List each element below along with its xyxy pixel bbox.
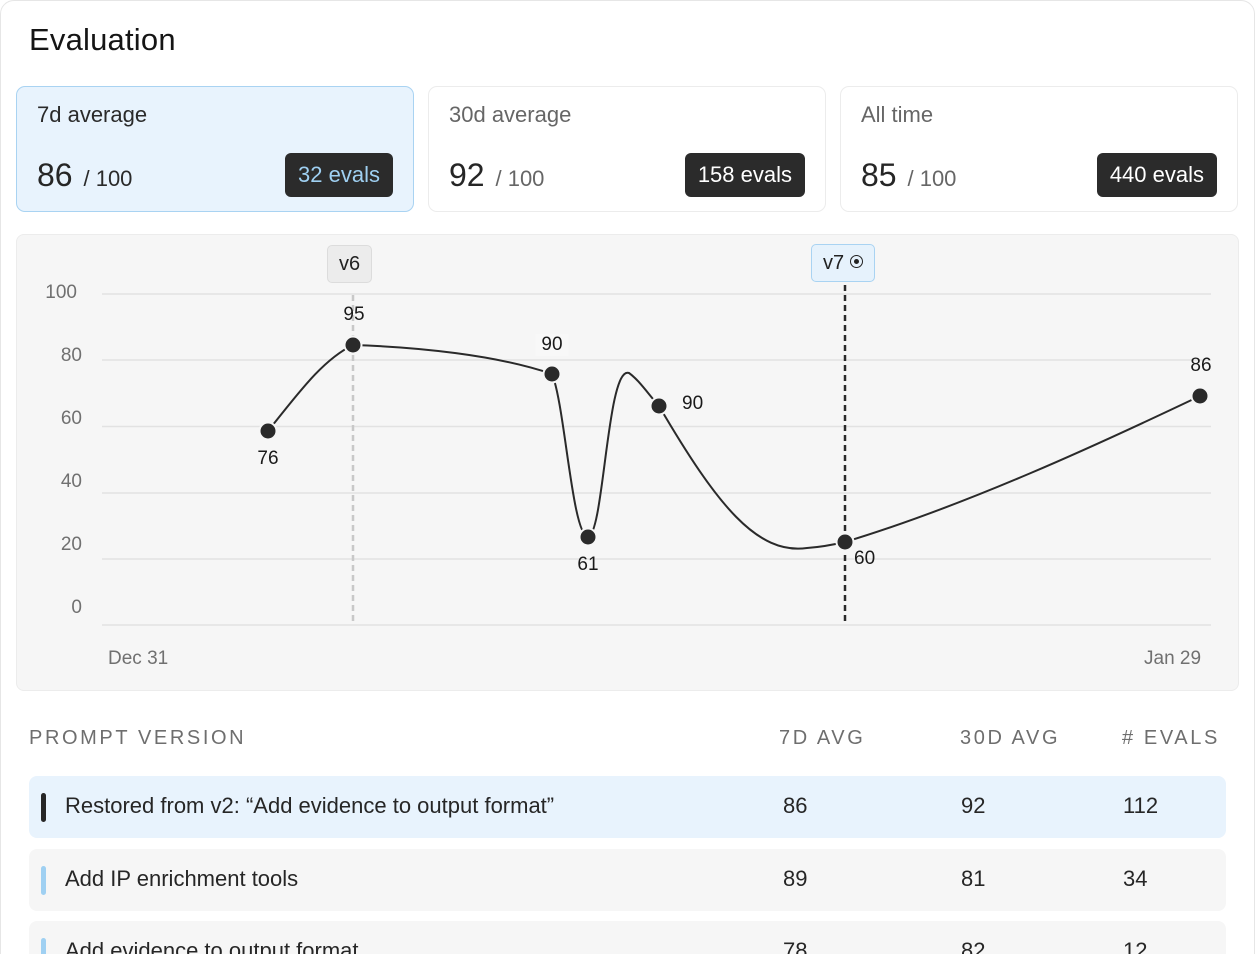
stat-score: 86 / 100 — [37, 157, 132, 194]
evals-count-badge: 158 evals — [684, 153, 805, 197]
point-label: 95 — [343, 304, 365, 325]
score-max: / 100 — [83, 166, 133, 191]
score-value: 92 — [449, 157, 485, 193]
evals-count: 34 — [1123, 866, 1148, 891]
score-line — [267, 343, 1201, 550]
y-tick: 0 — [71, 597, 82, 618]
stat-card-7d[interactable]: 7d average 86 / 100 32 evals — [16, 86, 414, 212]
stat-label: 7d average — [37, 102, 148, 127]
line-chart-svg — [102, 285, 1211, 626]
column-header-30d-avg: 30D AVG — [960, 727, 1061, 749]
data-points — [258, 335, 1210, 552]
score-chart: v6 v7 100 80 60 40 20 0 Dec 31 Jan 29 76… — [16, 234, 1239, 691]
point-label: 76 — [257, 448, 279, 469]
y-tick: 20 — [60, 534, 82, 555]
stat-card-30d[interactable]: 30d average 92 / 100 158 evals — [428, 86, 826, 212]
version-marker-v7[interactable]: v7 — [811, 244, 876, 282]
score-value: 86 — [37, 157, 73, 193]
y-tick: 60 — [60, 408, 82, 429]
y-tick: 100 — [45, 282, 77, 303]
table-row[interactable]: Add IP enrichment tools 89 81 34 — [29, 849, 1226, 911]
point-label: 86 — [1190, 355, 1212, 376]
x-tick-end: Jan 29 — [1144, 648, 1202, 669]
evals-count-badge: 440 evals — [1096, 153, 1217, 197]
version-indicator-bar — [41, 793, 46, 822]
column-header-prompt-version: PROMPT VERSION — [29, 727, 247, 749]
stat-score: 85 / 100 — [861, 157, 956, 194]
stat-card-all-time[interactable]: All time 85 / 100 440 evals — [840, 86, 1238, 212]
gridlines — [102, 293, 1211, 626]
avg-7d: 86 — [783, 793, 808, 818]
marker-label: v6 — [339, 253, 361, 275]
table-row[interactable]: Restored from v2: “Add evidence to outpu… — [29, 776, 1226, 838]
version-marker-v6[interactable]: v6 — [327, 245, 373, 283]
avg-30d: 82 — [961, 938, 986, 954]
marker-label: v7 — [823, 252, 845, 274]
point-label: 90 — [682, 393, 704, 414]
score-max: / 100 — [907, 166, 957, 191]
avg-7d: 78 — [783, 938, 808, 954]
version-indicator-bar — [41, 938, 46, 954]
y-tick: 80 — [60, 345, 82, 366]
score-max: / 100 — [495, 166, 545, 191]
stat-label: All time — [861, 102, 934, 127]
score-value: 85 — [861, 157, 897, 193]
stat-label: 30d average — [449, 102, 572, 127]
avg-30d: 81 — [961, 866, 986, 891]
version-name: Add evidence to output format — [65, 938, 359, 954]
y-tick: 40 — [60, 471, 82, 492]
point-label: 60 — [854, 548, 876, 569]
evals-count: 112 — [1123, 793, 1159, 818]
stat-score: 92 / 100 — [449, 157, 544, 194]
column-header-7d-avg: 7D AVG — [779, 727, 866, 749]
version-name: Restored from v2: “Add evidence to outpu… — [65, 793, 555, 818]
version-name: Add IP enrichment tools — [65, 866, 299, 891]
version-indicator-bar — [41, 866, 46, 895]
point-label: 90 — [535, 334, 569, 356]
column-header-evals: # EVALS — [1122, 727, 1220, 749]
avg-30d: 92 — [961, 793, 986, 818]
evals-count: 12 — [1123, 938, 1148, 954]
x-tick-start: Dec 31 — [108, 648, 169, 669]
page-title: Evaluation — [29, 22, 176, 57]
table-row[interactable]: Add evidence to output format 78 82 12 — [29, 921, 1226, 954]
evals-count-badge: 32 evals — [285, 153, 393, 197]
radio-selected-icon — [850, 255, 864, 269]
point-label: 61 — [577, 554, 599, 575]
avg-7d: 89 — [783, 866, 808, 891]
